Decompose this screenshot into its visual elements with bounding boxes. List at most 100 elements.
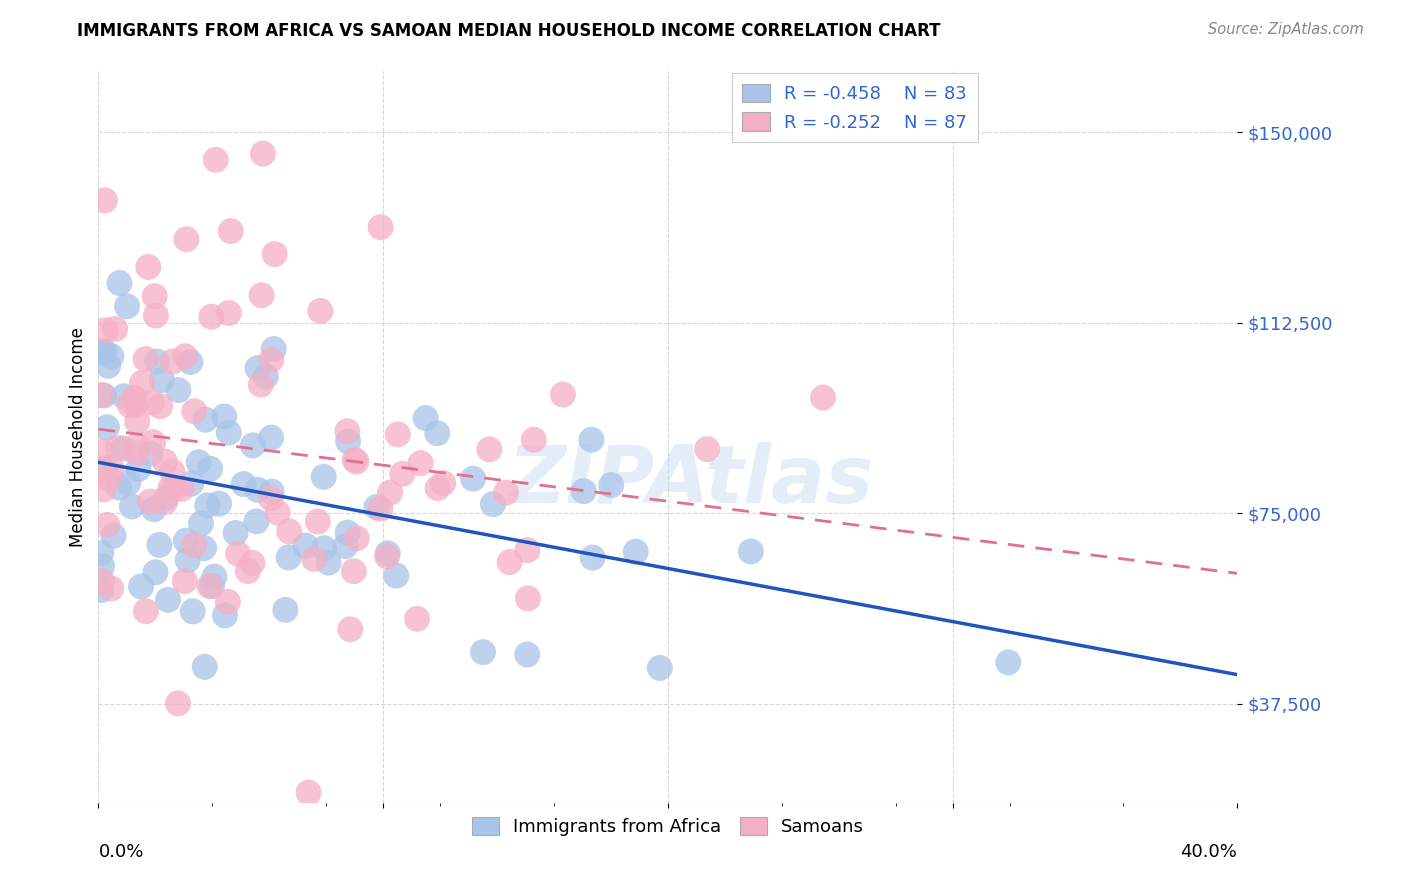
Point: [391, 467, 413, 481]
Point: [274, 603, 297, 617]
Point: [187, 455, 209, 469]
Point: [100, 582, 122, 596]
Point: [170, 482, 193, 496]
Point: [155, 495, 177, 509]
Point: [131, 376, 153, 390]
Point: [194, 660, 217, 674]
Point: [242, 438, 264, 452]
Point: [309, 304, 332, 318]
Point: [415, 411, 437, 425]
Point: [236, 564, 259, 578]
Text: 40.0%: 40.0%: [1181, 844, 1237, 862]
Point: [145, 309, 167, 323]
Point: [94, 194, 117, 208]
Point: [127, 415, 149, 429]
Point: [516, 648, 538, 662]
Point: [516, 543, 538, 558]
Point: [100, 349, 122, 363]
Point: [246, 483, 269, 497]
Point: [267, 506, 290, 520]
Point: [103, 529, 125, 543]
Y-axis label: Median Household Income: Median Household Income: [69, 327, 87, 547]
Point: [572, 484, 595, 499]
Point: [252, 146, 274, 161]
Point: [218, 425, 240, 440]
Point: [294, 539, 316, 553]
Point: [375, 549, 398, 564]
Point: [138, 260, 160, 274]
Point: [108, 480, 131, 494]
Point: [370, 220, 392, 235]
Point: [190, 516, 212, 531]
Point: [198, 461, 221, 475]
Text: Source: ZipAtlas.com: Source: ZipAtlas.com: [1208, 22, 1364, 37]
Point: [108, 276, 131, 290]
Point: [96, 517, 118, 532]
Point: [97, 359, 120, 373]
Point: [217, 595, 239, 609]
Point: [153, 454, 176, 468]
Point: [312, 470, 335, 484]
Point: [212, 409, 235, 424]
Point: [180, 476, 202, 491]
Point: [346, 531, 368, 545]
Point: [135, 351, 157, 366]
Text: ZIPAtlas: ZIPAtlas: [508, 442, 873, 520]
Point: [378, 485, 401, 500]
Point: [90, 546, 112, 560]
Point: [179, 355, 201, 369]
Point: [129, 580, 152, 594]
Point: [150, 373, 173, 387]
Point: [176, 553, 198, 567]
Point: [163, 482, 186, 496]
Point: [232, 477, 254, 491]
Point: [193, 541, 215, 555]
Point: [202, 570, 225, 584]
Point: [148, 538, 170, 552]
Point: [218, 306, 240, 320]
Point: [93, 345, 115, 359]
Point: [624, 545, 647, 559]
Point: [277, 550, 299, 565]
Point: [159, 481, 181, 495]
Point: [208, 497, 231, 511]
Point: [495, 485, 517, 500]
Point: [370, 501, 392, 516]
Point: [93, 388, 115, 402]
Point: [104, 322, 127, 336]
Point: [174, 349, 197, 363]
Point: [260, 491, 283, 506]
Point: [278, 524, 301, 539]
Point: [219, 224, 242, 238]
Point: [162, 354, 184, 368]
Point: [141, 395, 163, 409]
Point: [263, 342, 285, 356]
Point: [157, 592, 180, 607]
Point: [472, 645, 495, 659]
Point: [93, 483, 115, 497]
Point: [90, 582, 112, 597]
Point: [263, 247, 285, 261]
Point: [91, 344, 114, 359]
Point: [96, 420, 118, 434]
Point: [117, 475, 139, 490]
Point: [811, 391, 834, 405]
Point: [93, 461, 115, 475]
Point: [118, 398, 141, 412]
Point: [377, 546, 399, 560]
Point: [318, 556, 340, 570]
Point: [260, 352, 283, 367]
Point: [648, 661, 671, 675]
Point: [366, 500, 388, 514]
Point: [461, 472, 484, 486]
Point: [696, 442, 718, 456]
Point: [146, 355, 169, 369]
Point: [335, 539, 357, 553]
Point: [523, 433, 546, 447]
Point: [90, 444, 112, 458]
Point: [125, 446, 148, 460]
Point: [339, 623, 361, 637]
Point: [98, 472, 121, 486]
Point: [482, 497, 505, 511]
Point: [406, 612, 429, 626]
